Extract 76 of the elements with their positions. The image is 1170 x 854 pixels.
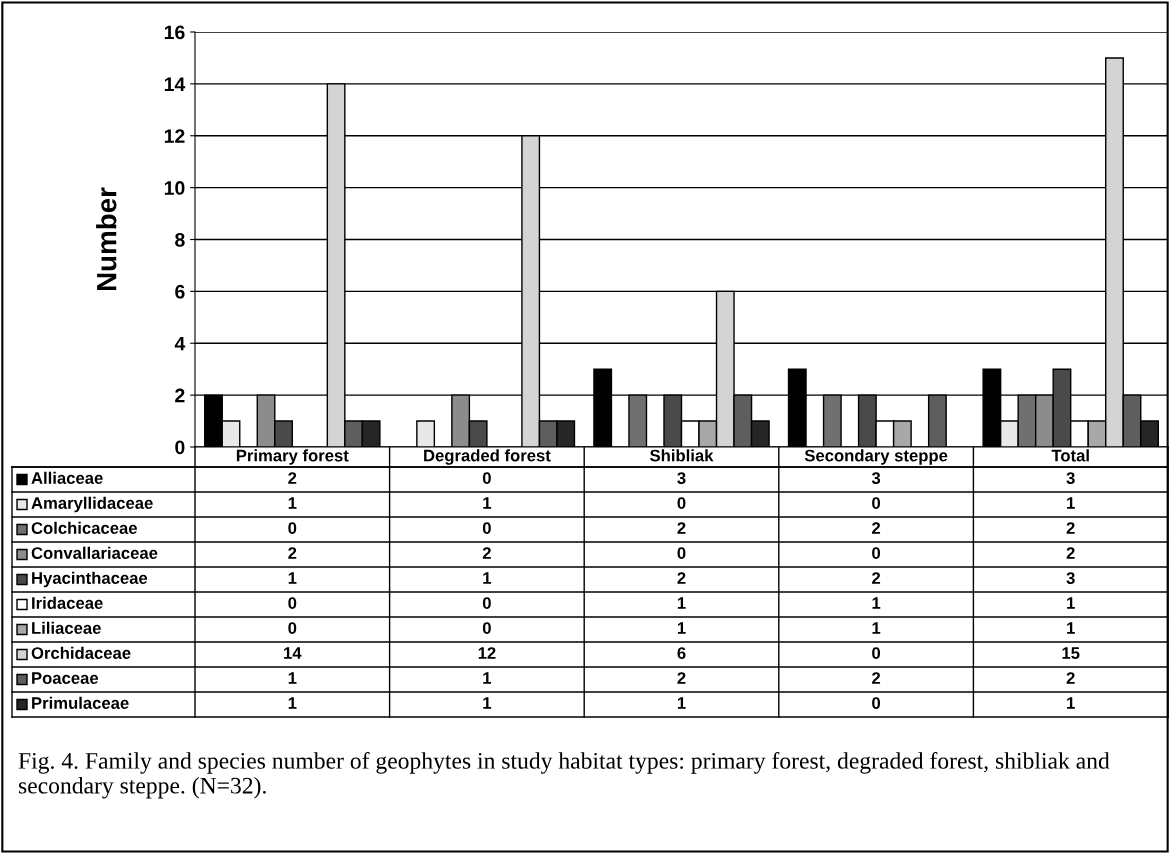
- data-label: 0: [677, 547, 686, 559]
- y-tick-label: 14: [164, 77, 186, 91]
- data-label: 0: [482, 472, 491, 484]
- y-tick-label: 16: [164, 25, 185, 40]
- data-label: 2: [288, 472, 297, 484]
- data-label: 0: [872, 647, 881, 659]
- data-label: 2: [872, 522, 881, 534]
- y-tick-label: 2: [175, 388, 185, 403]
- data-label: 6: [677, 647, 686, 659]
- data-label: 1: [1067, 622, 1075, 634]
- data-label: 2: [482, 547, 491, 559]
- data-label: 3: [677, 472, 686, 484]
- data-label: 2: [872, 672, 881, 684]
- data-label: 0: [288, 522, 297, 534]
- data-label: 12: [478, 647, 496, 659]
- data-label: 1: [483, 672, 492, 684]
- data-label: 2: [677, 572, 686, 584]
- legend-label: Convallariaceae: [31, 546, 158, 559]
- y-tick-label: 4: [174, 336, 186, 351]
- y-axis-title: Number: [96, 187, 117, 291]
- data-label: 0: [872, 697, 881, 709]
- data-label: 0: [288, 597, 297, 609]
- data-label: 1: [872, 622, 881, 634]
- y-tick-label: 0: [175, 440, 185, 455]
- legend-label: Primulaceae: [32, 696, 129, 709]
- y-tick-label: 6: [175, 284, 185, 299]
- data-label: 3: [871, 472, 881, 484]
- data-label: 1: [1067, 697, 1075, 709]
- legend-label: Alliaceae: [31, 471, 103, 484]
- data-label: 1: [288, 497, 297, 509]
- data-label: 2: [1066, 672, 1075, 684]
- data-label: 1: [677, 597, 686, 609]
- legend-label: Orchidaceae: [31, 646, 131, 659]
- x-tick-label: Degraded forest: [424, 449, 551, 465]
- data-label: 2: [288, 547, 297, 559]
- data-label: 1: [677, 622, 686, 634]
- data-label: 0: [872, 547, 881, 559]
- data-label: 2: [677, 672, 686, 684]
- data-label: 1: [1067, 497, 1075, 509]
- data-label: 2: [1066, 522, 1075, 534]
- data-label: 1: [677, 697, 686, 709]
- data-label: 0: [677, 497, 686, 509]
- x-tick-label: Total: [1051, 449, 1089, 462]
- y-tick-label: 10: [164, 181, 185, 195]
- data-label: 1: [483, 497, 492, 509]
- legend-label: Poaceae: [32, 672, 99, 684]
- data-label: 3: [1066, 572, 1075, 584]
- data-label: 1: [872, 597, 881, 609]
- data-label: 1: [288, 572, 297, 584]
- data-label: 2: [872, 572, 881, 584]
- data-label: 14: [284, 647, 302, 659]
- legend-label: Amaryllidaceae: [31, 496, 153, 513]
- y-tick-label: 8: [175, 232, 185, 247]
- data-label: 0: [482, 622, 491, 634]
- data-label: 15: [1062, 647, 1080, 659]
- legend-label: Iridaceae: [32, 596, 103, 609]
- data-label: 0: [872, 497, 881, 509]
- data-label: 1: [288, 697, 297, 709]
- data-label: 1: [483, 572, 492, 584]
- x-tick-label: Shibliak: [650, 449, 714, 462]
- data-label: 1: [1067, 597, 1075, 609]
- x-tick-label: Primary forest: [236, 449, 349, 465]
- legend-label: Liliaceae: [32, 621, 101, 634]
- legend-label: Colchicaceae: [31, 521, 137, 534]
- data-label: 2: [1066, 547, 1075, 559]
- data-label: 1: [288, 672, 297, 684]
- data-label: 2: [677, 522, 686, 534]
- data-label: 1: [483, 697, 492, 709]
- x-tick-label: Secondary steppe: [804, 449, 948, 465]
- data-label: 0: [482, 522, 491, 534]
- caption: Fig. 4. Family and species number of geophytes in study habitat types: primary forest, degraded forest, shibliak and secondary steppe. (N=32).: [18, 752, 1110, 799]
- data-label: 3: [1066, 472, 1075, 484]
- legend-label: Hyacinthaceae: [32, 571, 148, 588]
- data-label: 0: [288, 622, 297, 634]
- y-tick-label: 12: [164, 129, 185, 143]
- data-label: 0: [482, 597, 491, 609]
